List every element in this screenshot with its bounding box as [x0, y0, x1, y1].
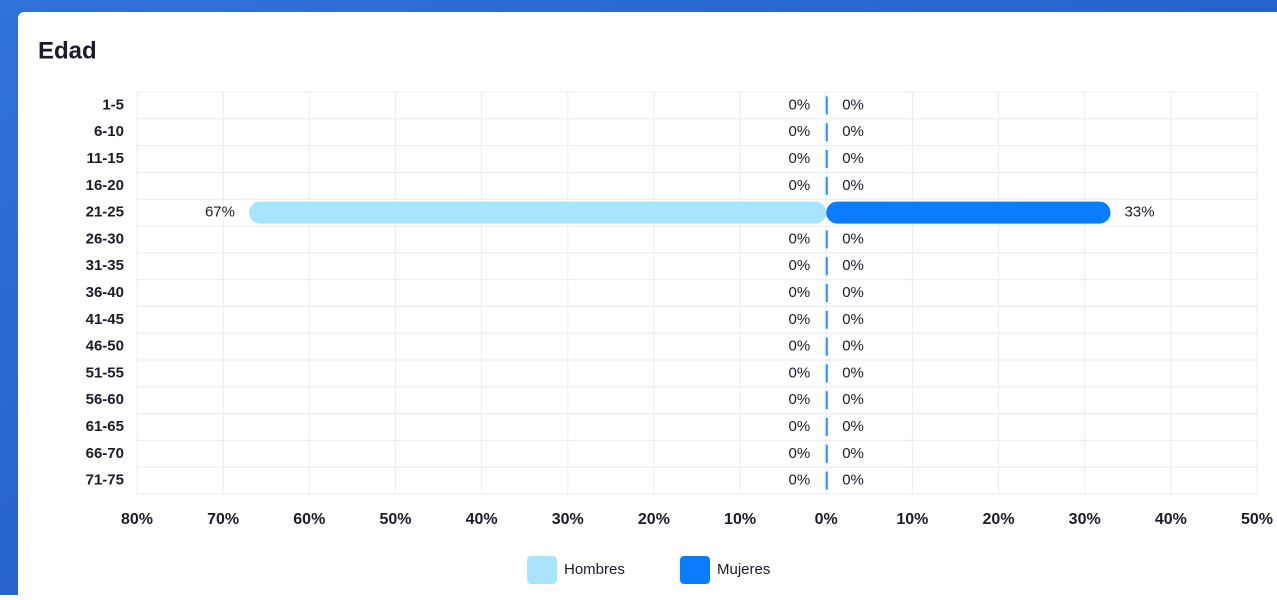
x-tick-label: 60%: [293, 511, 325, 528]
y-tick-label: 31-35: [86, 257, 124, 274]
value-label: 0%: [842, 418, 864, 435]
x-tick-label: 80%: [121, 511, 153, 528]
value-label: 0%: [842, 96, 864, 113]
bar: [826, 444, 828, 463]
x-tick-label: 10%: [896, 511, 928, 528]
value-label: 0%: [842, 230, 864, 247]
bar: [824, 123, 827, 142]
value-label: 0%: [842, 445, 864, 462]
y-tick-label: 26-30: [86, 230, 124, 247]
value-label: 0%: [789, 150, 811, 167]
value-label: 0%: [842, 472, 864, 489]
bar: [824, 150, 827, 168]
value-label: 0%: [789, 338, 811, 355]
bar: [824, 176, 827, 195]
x-tick-label: 20%: [638, 511, 670, 528]
bar: [826, 284, 828, 302]
value-label: 0%: [842, 123, 864, 140]
value-label: 0%: [842, 150, 864, 167]
bar: [824, 257, 827, 276]
bar: [249, 201, 827, 224]
x-tick-label: 30%: [552, 511, 584, 528]
bar: [824, 444, 827, 463]
y-tick-label: 16-20: [86, 177, 124, 194]
y-tick-label: 51-55: [86, 364, 124, 381]
value-label: 33%: [1125, 204, 1155, 221]
y-tick-label: 36-40: [86, 284, 124, 301]
bar: [826, 337, 828, 356]
value-label: 0%: [789, 284, 811, 301]
y-tick-label: 41-45: [86, 311, 124, 328]
y-tick-label: 66-70: [86, 445, 124, 462]
bar: [824, 310, 827, 329]
y-tick-label: 56-60: [86, 391, 124, 408]
bar: [826, 150, 828, 168]
value-label: 0%: [789, 96, 811, 113]
value-label: 0%: [789, 123, 811, 140]
value-label: 67%: [205, 204, 235, 221]
bar: [826, 176, 828, 195]
card: [18, 12, 1277, 600]
value-label: 0%: [789, 177, 811, 194]
bar: [824, 230, 827, 249]
x-tick-label: 30%: [1069, 511, 1101, 528]
bar: [826, 391, 828, 410]
bar: [824, 284, 827, 302]
bar: [826, 257, 828, 276]
legend-label: Mujeres: [717, 561, 770, 578]
value-label: 0%: [789, 364, 811, 381]
x-tick-label: 40%: [1155, 511, 1187, 528]
x-tick-label: 10%: [724, 511, 756, 528]
chart-title: Edad: [38, 37, 97, 64]
y-tick-label: 61-65: [86, 418, 124, 435]
y-tick-label: 11-15: [86, 150, 124, 167]
legend-swatch: [680, 556, 710, 584]
x-tick-label: 70%: [207, 511, 239, 528]
value-label: 0%: [789, 311, 811, 328]
value-label: 0%: [789, 418, 811, 435]
bar: [824, 337, 827, 356]
x-tick-label: 40%: [466, 511, 498, 528]
y-tick-label: 21-25: [86, 204, 124, 221]
y-tick-label: 46-50: [86, 338, 124, 355]
value-label: 0%: [789, 472, 811, 489]
legend-label: Hombres: [564, 561, 625, 578]
value-label: 0%: [842, 311, 864, 328]
bar: [824, 418, 827, 436]
legend-swatch: [527, 556, 557, 584]
value-label: 0%: [842, 257, 864, 274]
x-tick-label: 0%: [815, 511, 838, 528]
value-label: 0%: [842, 364, 864, 381]
value-label: 0%: [842, 338, 864, 355]
bar: [824, 96, 827, 115]
bar: [824, 471, 827, 490]
x-tick-label: 20%: [983, 511, 1015, 528]
x-tick-label: 50%: [1241, 511, 1273, 528]
value-label: 0%: [789, 230, 811, 247]
x-tick-label: 50%: [379, 511, 411, 528]
bar: [826, 418, 828, 436]
bar: [826, 230, 828, 249]
y-tick-label: 6-10: [94, 123, 124, 140]
bar: [826, 123, 828, 142]
value-label: 0%: [789, 257, 811, 274]
value-label: 0%: [842, 391, 864, 408]
value-label: 0%: [842, 177, 864, 194]
value-label: 0%: [789, 445, 811, 462]
bar: [826, 310, 828, 329]
bar: [826, 471, 828, 490]
value-label: 0%: [842, 284, 864, 301]
y-tick-label: 1-5: [102, 96, 124, 113]
bar: [826, 96, 828, 115]
bar: [826, 201, 1111, 224]
bar: [824, 391, 827, 410]
bar: [826, 364, 828, 383]
value-label: 0%: [789, 391, 811, 408]
y-tick-label: 71-75: [86, 472, 124, 489]
bar: [824, 364, 827, 383]
